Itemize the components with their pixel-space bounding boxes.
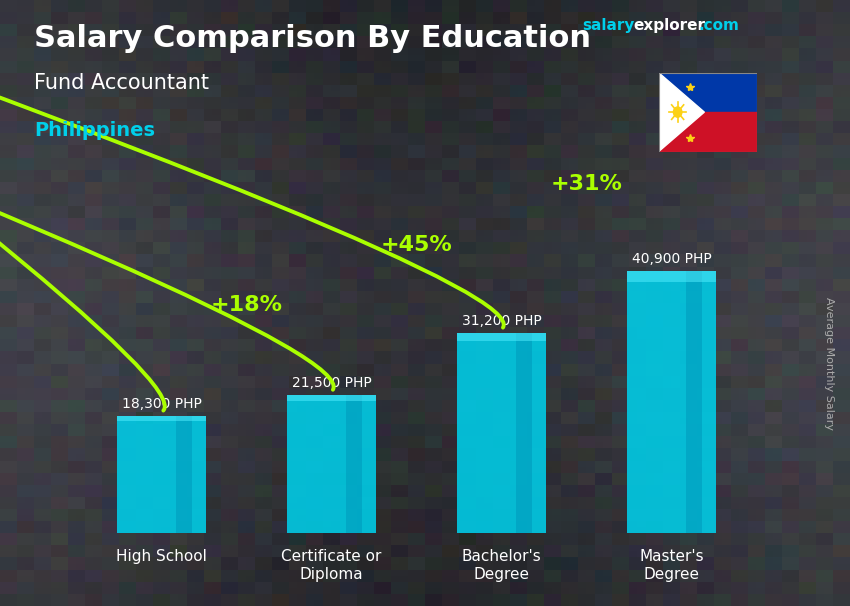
Text: salary: salary — [582, 18, 635, 33]
Bar — [686, 271, 701, 533]
Text: +18%: +18% — [211, 295, 282, 315]
Bar — [117, 416, 206, 421]
Text: 18,300 PHP: 18,300 PHP — [122, 397, 201, 411]
Text: Salary Comparison By Education: Salary Comparison By Education — [34, 24, 591, 53]
Text: Fund Accountant: Fund Accountant — [34, 73, 209, 93]
Bar — [627, 271, 716, 282]
Text: 21,500 PHP: 21,500 PHP — [292, 376, 371, 390]
Text: .com: .com — [699, 18, 740, 33]
Polygon shape — [659, 73, 756, 112]
Bar — [176, 416, 191, 533]
Bar — [346, 396, 361, 533]
Bar — [117, 416, 206, 533]
Circle shape — [673, 107, 682, 117]
Text: +45%: +45% — [381, 235, 452, 255]
Text: +31%: +31% — [551, 175, 622, 195]
Text: Philippines: Philippines — [34, 121, 155, 140]
Bar — [287, 396, 376, 533]
Text: 31,200 PHP: 31,200 PHP — [462, 315, 541, 328]
Bar — [627, 271, 716, 533]
Bar — [287, 396, 376, 401]
Bar — [457, 333, 546, 533]
Polygon shape — [659, 73, 705, 152]
Bar — [457, 333, 546, 341]
Polygon shape — [659, 112, 756, 152]
Bar — [516, 333, 531, 533]
Text: 40,900 PHP: 40,900 PHP — [632, 252, 711, 266]
Text: explorer: explorer — [633, 18, 706, 33]
Text: Average Monthly Salary: Average Monthly Salary — [824, 297, 834, 430]
